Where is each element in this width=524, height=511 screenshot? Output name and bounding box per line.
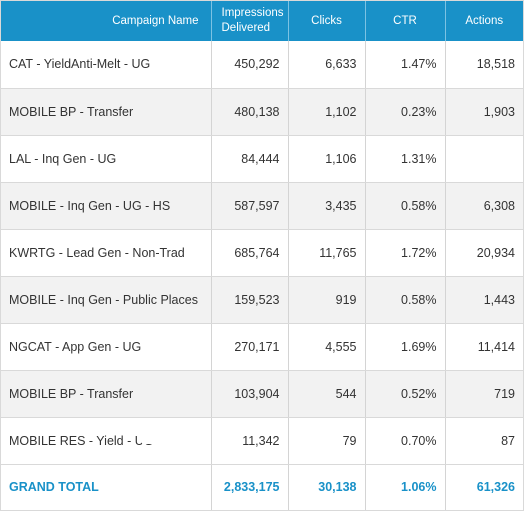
ctr-cell: 0.58%	[365, 276, 446, 324]
table-row: KWRTG - Lead Gen - Non-Trad 685,764 11,7…	[1, 229, 523, 277]
impressions-cell: 11,342	[211, 417, 289, 465]
total-ctr-cell: 1.06%	[365, 464, 446, 510]
header-ctr: CTR	[365, 1, 446, 41]
ctr-cell: 0.23%	[365, 88, 446, 136]
campaign-name-cell: NGCAT - App Gen - UG	[1, 323, 212, 371]
impressions-cell: 480,138	[211, 88, 289, 136]
campaign-name-cell: MOBILE BP - Transfer	[1, 88, 212, 136]
clicks-cell: 1,102	[288, 88, 366, 136]
actions-cell: 18,518	[445, 41, 523, 89]
impressions-cell: 587,597	[211, 182, 289, 230]
actions-cell	[445, 135, 523, 183]
clicks-cell: 79	[288, 417, 366, 465]
impressions-cell: 103,904	[211, 370, 289, 418]
header-clicks: Clicks	[288, 1, 366, 41]
impressions-cell: 450,292	[211, 41, 289, 89]
header-actions: Actions	[465, 14, 504, 27]
campaign-name-cell: CAT - YieldAnti-Melt - UG	[1, 41, 212, 89]
campaign-name-cell: LAL - Inq Gen - UG	[1, 135, 212, 183]
total-impressions-cell: 2,833,175	[211, 464, 289, 510]
actions-cell: 11,414	[445, 323, 523, 371]
table-row: CAT - YieldAnti-Melt - UG 450,292 6,633 …	[1, 41, 523, 89]
actions-cell: 87	[445, 417, 523, 465]
table-row: MOBILE RES - Yield - UG 11,342 79 0.70% …	[1, 417, 523, 465]
redaction-box	[141, 420, 205, 444]
table-row: MOBILE - Inq Gen - UG - HS 587,597 3,435…	[1, 182, 523, 230]
clicks-cell: 919	[288, 276, 366, 324]
impressions-cell: 84,444	[211, 135, 289, 183]
total-actions-cell: 61,326	[476, 480, 515, 495]
campaign-name-cell: MOBILE - Inq Gen - UG - HS	[1, 182, 212, 230]
campaign-name-cell: MOBILE BP - Transfer	[1, 370, 212, 418]
clicks-cell: 6,633	[288, 41, 366, 89]
ctr-cell: 1.72%	[365, 229, 446, 277]
actions-cell: 6,308	[445, 182, 523, 230]
ctr-cell: 0.52%	[365, 370, 446, 418]
actions-cell: 719	[445, 370, 523, 418]
clicks-cell: 544	[288, 370, 366, 418]
table-row: MOBILE - Inq Gen - Public Places 159,523…	[1, 276, 523, 324]
table-header: Campaign Name Impressions Delivered Clic…	[1, 1, 523, 41]
grand-total-row: GRAND TOTAL 2,833,175 30,138 1.06% 61,32…	[1, 464, 523, 510]
actions-cell: 1,443	[445, 276, 523, 324]
table-row: MOBILE BP - Transfer 480,138 1,102 0.23%…	[1, 88, 523, 136]
campaign-name-cell: MOBILE - Inq Gen - Public Places	[1, 276, 212, 324]
total-clicks-cell: 30,138	[288, 464, 366, 510]
grand-total-label: GRAND TOTAL	[1, 464, 212, 510]
impressions-cell: 159,523	[211, 276, 289, 324]
actions-cell: 1,903	[445, 88, 523, 136]
clicks-cell: 11,765	[288, 229, 366, 277]
ctr-cell: 0.58%	[365, 182, 446, 230]
ctr-cell: 0.70%	[365, 417, 446, 465]
header-campaign-name: Campaign Name	[1, 1, 212, 41]
impressions-cell: 685,764	[211, 229, 289, 277]
clicks-cell: 4,555	[288, 323, 366, 371]
impressions-cell: 270,171	[211, 323, 289, 371]
ctr-cell: 1.47%	[365, 41, 446, 89]
header-row: Campaign Name Impressions Delivered Clic…	[1, 1, 523, 41]
actions-cell: 20,934	[445, 229, 523, 277]
clicks-cell: 1,106	[288, 135, 366, 183]
header-impressions-delivered: Impressions Delivered	[211, 1, 289, 41]
campaign-name-cell: KWRTG - Lead Gen - Non-Trad	[1, 229, 212, 277]
table-row: MOBILE BP - Transfer 103,904 544 0.52% 7…	[1, 370, 523, 418]
ctr-cell: 1.31%	[365, 135, 446, 183]
table-row: LAL - Inq Gen - UG 84,444 1,106 1.31%	[1, 135, 523, 183]
table-row: NGCAT - App Gen - UG 270,171 4,555 1.69%…	[1, 323, 523, 371]
clicks-cell: 3,435	[288, 182, 366, 230]
ctr-cell: 1.69%	[365, 323, 446, 371]
table-body: CAT - YieldAnti-Melt - UG 450,292 6,633 …	[1, 41, 523, 510]
